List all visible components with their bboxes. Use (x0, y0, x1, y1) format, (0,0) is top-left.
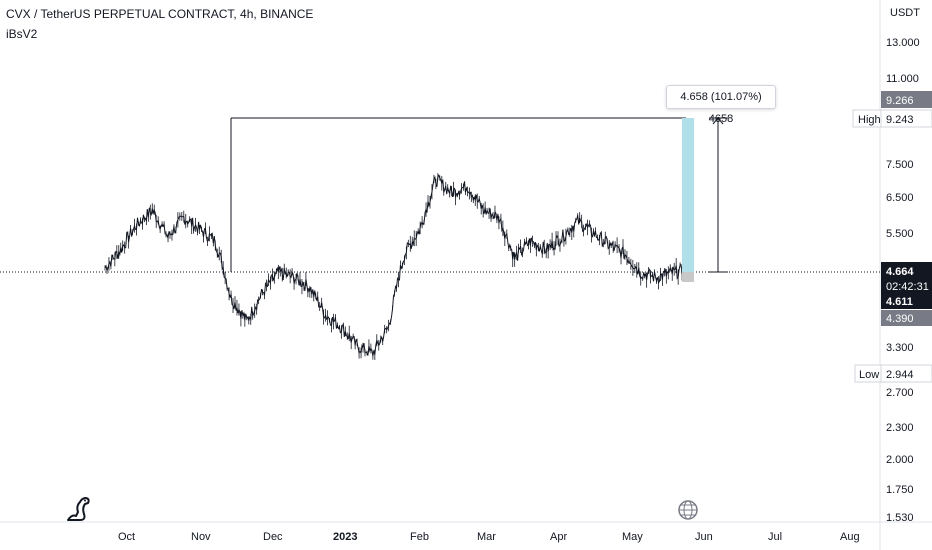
price-series (104, 174, 689, 357)
high-value-box (880, 109, 932, 128)
price-c-value: 4.390 (886, 313, 914, 325)
price-tick: 2.700 (886, 387, 914, 399)
dinosaur-logo-icon[interactable] (66, 494, 92, 527)
time-tick: May (622, 531, 643, 543)
chart-header: CVX / TetherUS PERPETUAL CONTRACT, 4h, B… (6, 6, 313, 42)
low-value-box (880, 364, 932, 383)
alt-high-tag (881, 91, 932, 108)
measure-range-bar[interactable] (682, 118, 694, 273)
indicator-label[interactable]: iBsV2 (6, 27, 38, 41)
countdown-tag (881, 279, 932, 293)
time-tick: Nov (191, 531, 211, 543)
measure-label[interactable]: 4.658 (101.07%) 4658 (666, 85, 776, 125)
countdown-value: 02:42:31 (886, 281, 929, 293)
high-label: High (858, 114, 881, 126)
price-tick: 7.500 (886, 159, 914, 171)
globe-icon[interactable] (678, 500, 698, 525)
time-tick: Dec (263, 531, 283, 543)
price-tick: 2.300 (886, 422, 914, 434)
price-c-tag (881, 310, 932, 326)
symbol-title[interactable]: CVX / TetherUS PERPETUAL CONTRACT, 4h, B… (6, 7, 314, 21)
price-b-value: 4.611 (886, 296, 913, 308)
candle-wicks (104, 173, 689, 360)
high-value: 9.243 (886, 114, 914, 126)
measure-base-bar (682, 272, 694, 282)
low-value: 2.944 (886, 369, 914, 381)
price-tick: 13.000 (886, 37, 920, 49)
time-tick: Aug (840, 531, 860, 543)
time-tick: Jun (695, 531, 713, 543)
price-tick: 11.000 (886, 73, 919, 85)
price-tick: 5.500 (886, 228, 914, 240)
current-price-value: 4.664 (886, 266, 914, 278)
time-tick: Apr (550, 531, 567, 543)
price-tick: 1.750 (886, 484, 914, 496)
currency-label: USDT (890, 7, 920, 19)
time-tick: Oct (118, 531, 135, 543)
price-b-tag (881, 293, 932, 309)
price-tick: 6.500 (886, 192, 914, 204)
time-tick: Jul (768, 531, 782, 543)
time-tick: Feb (410, 531, 429, 543)
price-tick: 3.300 (886, 342, 914, 354)
price-tick: 2.000 (886, 454, 914, 466)
alt-high-value: 9.266 (886, 95, 914, 107)
current-price-tag (881, 262, 932, 279)
time-tick: 2023 (333, 531, 357, 543)
low-label: Low (859, 369, 879, 381)
price-tick: 1.530 (886, 512, 914, 524)
time-tick: Mar (477, 531, 496, 543)
